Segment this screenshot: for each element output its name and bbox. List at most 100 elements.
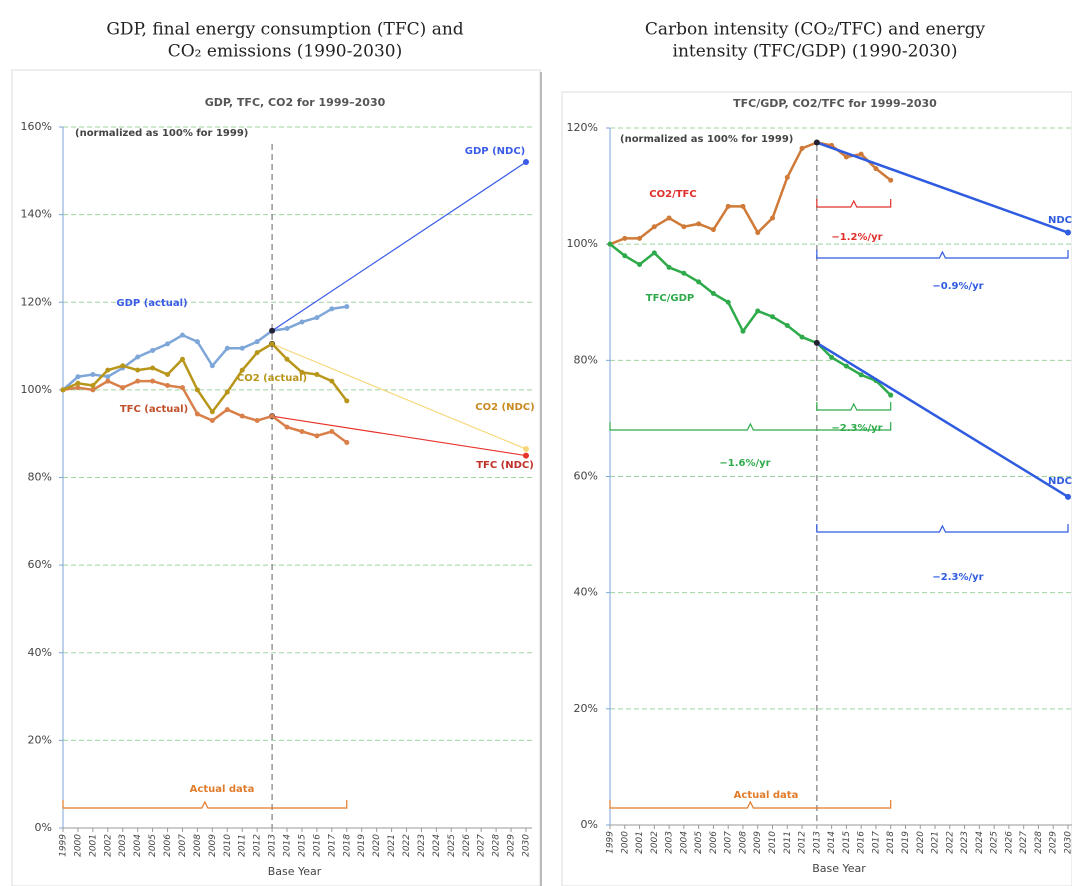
point — [120, 363, 126, 369]
x-tick-label: 2009 — [208, 834, 218, 857]
annotation: TFC (actual) — [120, 404, 188, 415]
chart-title: TFC/GDP, CO2/TFC for 1999–2030 — [733, 97, 937, 110]
point — [314, 433, 320, 439]
point — [843, 154, 849, 160]
point — [209, 409, 215, 415]
point — [622, 235, 628, 241]
point — [651, 250, 657, 256]
point — [829, 354, 835, 360]
point — [150, 347, 156, 353]
x-tick-label: 2008 — [738, 831, 748, 854]
point — [725, 203, 731, 209]
point — [651, 224, 657, 230]
point — [135, 367, 141, 373]
y-tick-label: 160% — [21, 120, 52, 133]
x-tick-label: 2012 — [798, 831, 808, 854]
annotation: TFC (NDC) — [476, 460, 534, 471]
x-tick-label: 2009 — [753, 831, 763, 854]
point — [179, 385, 185, 391]
annotation: −1.6%/yr — [719, 458, 770, 469]
x-tick-label: 2029 — [1049, 831, 1059, 854]
point — [179, 332, 185, 338]
x-tick-label: 2014 — [827, 831, 837, 854]
point — [150, 378, 156, 384]
point — [284, 424, 290, 430]
point — [239, 413, 245, 419]
point — [784, 322, 790, 328]
point — [224, 345, 230, 351]
x-tick-label: 2024 — [432, 834, 442, 857]
panel-heading: Carbon intensity (CO₂/TFC) and energy — [645, 20, 986, 40]
point — [269, 327, 276, 334]
x-tick-label: 2017 — [327, 834, 337, 857]
point — [75, 385, 81, 391]
y-tick-label: 60% — [574, 470, 598, 483]
x-tick-label: 2018 — [342, 834, 352, 857]
point — [269, 413, 275, 419]
point — [696, 279, 702, 285]
series-line — [271, 161, 527, 332]
point — [888, 392, 894, 398]
bracket — [609, 800, 892, 809]
point — [710, 227, 716, 233]
series-line — [271, 343, 527, 450]
point — [681, 270, 687, 276]
y-tick-label: 0% — [35, 821, 52, 834]
point — [666, 264, 672, 270]
point — [224, 407, 230, 413]
point — [329, 306, 335, 312]
y-tick-label: 120% — [21, 295, 52, 308]
annotation: TFC/GDP — [646, 293, 694, 304]
point — [681, 224, 687, 230]
point — [284, 326, 290, 332]
x-tick-label: 2006 — [163, 834, 173, 857]
x-tick-label: 1999 — [606, 831, 616, 854]
point — [755, 230, 761, 236]
bracket — [816, 402, 892, 411]
panel-heading: GDP, final energy consumption (TFC) and — [106, 20, 463, 40]
y-tick-label: 80% — [574, 353, 598, 366]
x-tick-label: 2007 — [178, 834, 188, 857]
y-tick-label: 0% — [581, 818, 598, 831]
annotation: Actual data — [190, 784, 255, 795]
point — [90, 372, 96, 378]
series-line — [62, 379, 348, 444]
x-tick-label: 2015 — [842, 831, 852, 854]
point — [873, 166, 879, 172]
point — [813, 139, 820, 146]
series-line — [62, 342, 348, 414]
point — [888, 177, 894, 183]
x-tick-label: 2002 — [650, 831, 660, 854]
point — [75, 374, 81, 380]
point — [858, 372, 864, 378]
x-tick-label: 2014 — [283, 834, 293, 857]
x-tick-label: 2007 — [724, 831, 734, 854]
point — [799, 145, 805, 151]
point — [209, 418, 215, 424]
point — [813, 339, 820, 346]
point — [239, 345, 245, 351]
x-tick-label: 2010 — [768, 831, 778, 854]
point — [224, 389, 230, 395]
point — [344, 398, 350, 404]
annotation: GDP (NDC) — [465, 146, 525, 157]
point — [843, 363, 849, 369]
point — [344, 304, 350, 310]
point — [523, 446, 529, 453]
point — [740, 203, 746, 209]
point — [344, 439, 350, 445]
y-tick-label: 120% — [567, 121, 598, 134]
point — [314, 315, 320, 321]
x-tick-label: 2028 — [1034, 831, 1044, 854]
x-tick-label: 2008 — [193, 834, 203, 857]
point — [165, 341, 171, 347]
series-line — [816, 141, 1069, 234]
point — [60, 387, 66, 393]
point — [165, 372, 171, 378]
annotation: −0.9%/yr — [932, 281, 983, 292]
point — [239, 367, 245, 373]
bracket — [816, 199, 892, 208]
x-tick-label: 2010 — [223, 834, 233, 857]
x-tick-label: 2021 — [387, 834, 397, 857]
point — [696, 221, 702, 227]
